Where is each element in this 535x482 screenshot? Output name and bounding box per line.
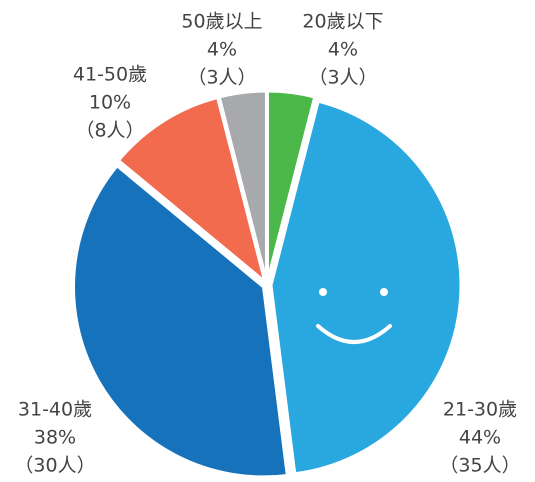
- slice-label: 50歲以上: [181, 11, 262, 33]
- slice-label: 20歲以下: [302, 11, 383, 33]
- slice-count: （35人）: [439, 455, 520, 477]
- slice-percent: 10%: [89, 92, 131, 114]
- slice: [116, 95, 268, 286]
- smiley: [316, 288, 392, 344]
- eye: [380, 288, 388, 296]
- slice-count: （3人）: [308, 67, 377, 89]
- slice-label: 21-30歲: [443, 399, 517, 421]
- slices: [72, 89, 463, 479]
- slice-percent: 44%: [459, 427, 501, 449]
- smile: [316, 324, 392, 344]
- slice-count: （8人）: [75, 120, 144, 142]
- eye: [319, 288, 327, 296]
- slice-percent: 4%: [328, 39, 358, 61]
- slice-percent: 38%: [34, 427, 76, 449]
- slice-count: （30人）: [14, 455, 95, 477]
- slice: [269, 99, 463, 476]
- slice-percent: 4%: [207, 39, 237, 61]
- slice-label: 41-50歲: [73, 64, 147, 86]
- slice: [217, 89, 268, 282]
- slice-count: （3人）: [187, 67, 256, 89]
- slice-label: 31-40歲: [18, 399, 92, 421]
- slice: [72, 163, 289, 479]
